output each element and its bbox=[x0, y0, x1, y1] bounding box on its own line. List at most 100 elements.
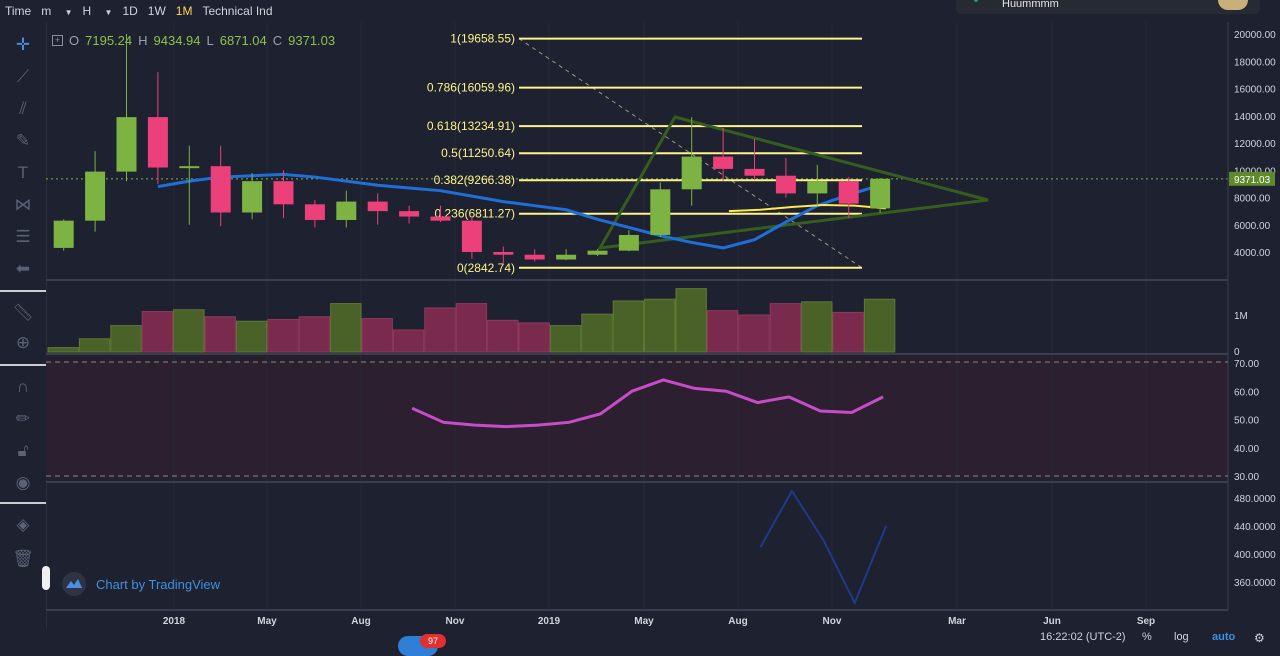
fib-level-label: 0.5(11250.64) bbox=[441, 146, 515, 160]
trend-line-icon[interactable]: ⟋ bbox=[17, 67, 29, 86]
tradingview-watermark[interactable]: Chart by TradingView bbox=[62, 572, 220, 596]
candle-body bbox=[210, 166, 231, 213]
interval-1w-button[interactable]: 1W bbox=[147, 4, 166, 18]
volume-bar bbox=[173, 309, 205, 353]
time-tick-label: 2019 bbox=[538, 616, 561, 627]
time-tick-label: Sep bbox=[1137, 616, 1155, 627]
time-tick-label: Aug bbox=[351, 616, 370, 627]
close-label: C bbox=[272, 33, 283, 48]
volume-bar bbox=[392, 329, 425, 353]
fib-level-label: 0.382(9266.38) bbox=[434, 173, 515, 187]
candle-body bbox=[713, 156, 734, 169]
minute-interval-dropdown[interactable]: m ▼ bbox=[41, 4, 73, 18]
fib-level-label: 0.618(13234.91) bbox=[427, 119, 515, 133]
price-tick-label: 20000.00 bbox=[1234, 30, 1276, 41]
expand-icon[interactable]: + bbox=[52, 35, 63, 46]
bottom-bar: 16:22:02 (UTC-2) % log auto ⚙ bbox=[46, 629, 1280, 646]
indicator-line bbox=[759, 489, 888, 606]
volume-tick-label: 0 bbox=[1234, 347, 1240, 358]
rsi-tick-label: 30.00 bbox=[1234, 472, 1259, 483]
candle-body bbox=[587, 250, 608, 255]
time-tick-label: 2018 bbox=[163, 616, 186, 627]
volume-bar bbox=[487, 319, 519, 353]
candle-body bbox=[430, 216, 451, 221]
notification-bar[interactable]: Huummmm bbox=[956, 0, 1260, 14]
rsi-tick-label: 70.00 bbox=[1234, 359, 1259, 370]
price-tick-label: 14000.00 bbox=[1234, 112, 1276, 123]
prediction-icon[interactable]: ☰ bbox=[15, 227, 31, 246]
eye-icon[interactable]: ◉ bbox=[15, 473, 31, 492]
volume-bar bbox=[549, 325, 582, 353]
magnet-icon[interactable]: ∩ bbox=[16, 377, 30, 396]
high-label: H bbox=[138, 33, 148, 48]
candle-body bbox=[304, 204, 325, 220]
candle-body bbox=[807, 181, 828, 194]
time-button[interactable]: Time bbox=[5, 4, 32, 18]
interval-1d-button[interactable]: 1D bbox=[122, 4, 138, 18]
hour-interval-dropdown[interactable]: H ▼ bbox=[82, 4, 113, 18]
moving-average bbox=[157, 172, 886, 250]
candle-body bbox=[116, 117, 137, 172]
zoom-in-icon[interactable]: ⊕ bbox=[15, 333, 31, 352]
candle-body bbox=[147, 117, 168, 168]
tradingview-logo-icon bbox=[62, 572, 86, 596]
lock-icon[interactable]: 🔓︎ bbox=[17, 441, 29, 460]
fib-retracement-icon[interactable]: ⫽ bbox=[19, 99, 27, 118]
high-value: 9434.94 bbox=[153, 33, 201, 48]
technical-indicators-button[interactable]: Technical Ind bbox=[202, 4, 273, 18]
rsi-tick-label: 40.00 bbox=[1234, 444, 1259, 455]
time-tick-label: May bbox=[257, 616, 277, 627]
pattern-icon[interactable]: ⋈ bbox=[14, 195, 32, 214]
status-dot bbox=[974, 0, 978, 2]
candle-body bbox=[870, 178, 891, 209]
avatar[interactable] bbox=[1218, 0, 1248, 10]
volume-bar bbox=[612, 300, 645, 353]
trash-icon[interactable]: 🗑︎ bbox=[12, 549, 34, 568]
brush-icon[interactable]: ✎ bbox=[15, 131, 31, 150]
rsi-pane bbox=[46, 361, 1228, 477]
candle-body bbox=[367, 201, 388, 212]
volume-bar bbox=[267, 318, 299, 353]
price-tick-label: 6000.00 bbox=[1234, 221, 1271, 232]
candle-body bbox=[744, 168, 765, 176]
watermark-text: Chart by TradingView bbox=[96, 576, 221, 592]
volume-bar bbox=[47, 347, 79, 353]
low-value: 6871.04 bbox=[219, 33, 267, 48]
volume-bar bbox=[581, 313, 613, 353]
interval-1m-button[interactable]: 1M bbox=[175, 4, 193, 18]
candle-body bbox=[242, 181, 263, 213]
candle-body bbox=[556, 254, 577, 260]
toolbar-divider bbox=[0, 290, 46, 292]
settings-gear-icon[interactable]: ⚙ bbox=[1254, 631, 1265, 645]
percent-toggle[interactable]: % bbox=[1142, 631, 1152, 643]
toolbar-scroll-handle[interactable] bbox=[42, 566, 50, 590]
auto-toggle[interactable]: auto bbox=[1212, 631, 1236, 643]
indicator-tick-label: 480.0000 bbox=[1234, 494, 1276, 505]
candle-body bbox=[273, 181, 294, 205]
candle-body bbox=[336, 201, 357, 220]
volume-bars bbox=[47, 288, 896, 353]
price-tick-label: 18000.00 bbox=[1234, 57, 1276, 68]
layers-icon[interactable]: ◈ bbox=[16, 515, 30, 534]
text-icon[interactable]: T bbox=[17, 163, 29, 182]
time-tick-label: Nov bbox=[823, 616, 842, 627]
notification-text: Huummmm bbox=[1002, 0, 1059, 10]
pencil-lock-icon[interactable]: ✏︎ bbox=[15, 409, 31, 428]
notification-badge: 97 bbox=[420, 634, 446, 648]
time-tick-label: Jun bbox=[1043, 616, 1061, 627]
rsi-band bbox=[46, 362, 1228, 476]
crosshair-icon[interactable]: ✛ bbox=[15, 35, 31, 54]
volume-bar bbox=[110, 325, 142, 353]
log-toggle[interactable]: log bbox=[1174, 631, 1189, 643]
volume-bar bbox=[863, 298, 896, 353]
volume-bar bbox=[330, 303, 362, 353]
fib-retracement: 1(19658.55) 0.786(16059.96) 0.618(13234.91… bbox=[427, 32, 863, 275]
top-toolbar: Time m ▼ H ▼ 1D 1W 1M Technical Ind bbox=[0, 0, 273, 22]
volume-bar bbox=[424, 307, 456, 353]
back-arrow-icon[interactable]: ⬅ bbox=[15, 259, 31, 278]
toolbar-divider bbox=[0, 364, 46, 366]
candle-body bbox=[838, 181, 859, 204]
candle-body bbox=[775, 175, 796, 194]
ruler-icon[interactable]: 📏︎ bbox=[12, 303, 34, 322]
